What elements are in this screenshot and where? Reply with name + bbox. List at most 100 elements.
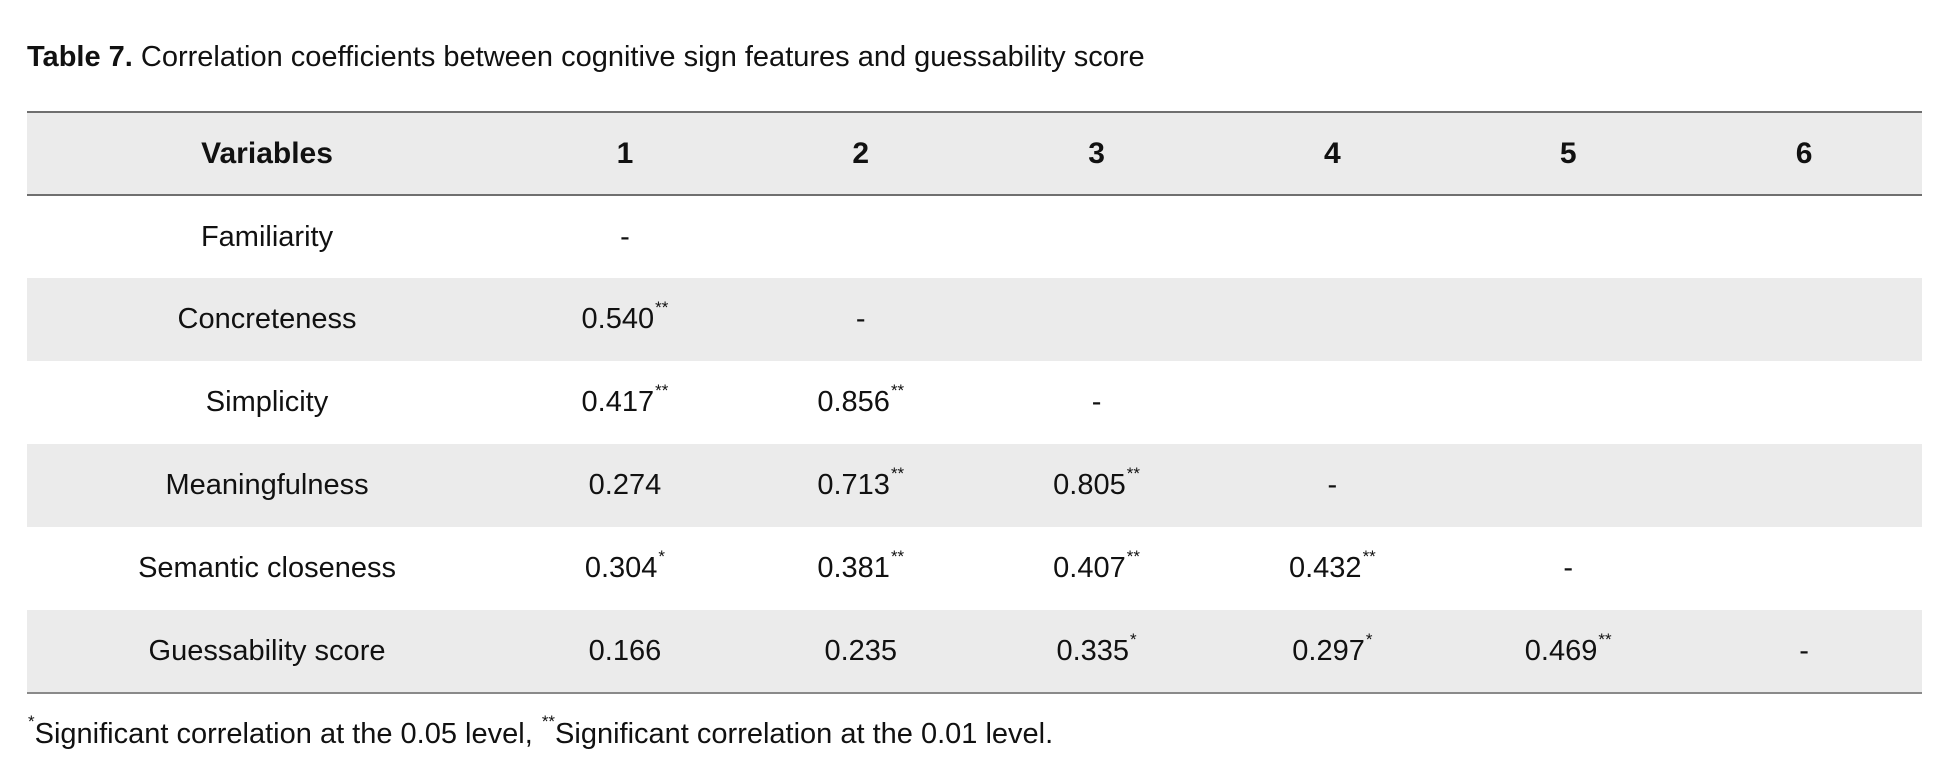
- table-caption: Table 7. Correlation coefficients betwee…: [27, 38, 1145, 76]
- correlation-cell: -: [1214, 444, 1450, 527]
- correlation-cell: 0.274: [507, 444, 743, 527]
- significance-mark: *: [1365, 629, 1373, 649]
- correlation-cell: [1686, 278, 1922, 361]
- row-variable-label: Meaningfulness: [165, 469, 369, 501]
- significance-mark: **: [1598, 629, 1612, 649]
- table-row: Simplicity 0.417** 0.856** -: [27, 361, 1922, 444]
- correlation-table-container: Variables 1 2 3 4 5 6 Familiarity - Concre…: [27, 111, 1922, 694]
- correlation-cell: [1450, 444, 1686, 527]
- correlation-cell: 0.235: [742, 610, 979, 694]
- significance-mark: **: [890, 464, 905, 483]
- correlation-cell: [1450, 278, 1686, 361]
- correlation-cell: 0.805**: [979, 444, 1215, 527]
- correlation-value: -: [1327, 469, 1338, 501]
- correlation-value: 0.432: [1288, 552, 1362, 584]
- table-body: Familiarity - Concreteness 0.540** - Simplici…: [27, 195, 1922, 694]
- correlation-value: -: [1799, 634, 1809, 667]
- correlation-value: 0.407: [1053, 552, 1126, 584]
- row-variable-label: Guessability score: [27, 610, 508, 694]
- table-footnote: *Significant correlation at the 0.05 lev…: [27, 712, 1054, 753]
- correlation-value: -: [620, 220, 630, 253]
- correlation-value: -: [855, 303, 866, 335]
- correlation-cell: -: [1686, 610, 1922, 694]
- significance-mark: **: [1126, 547, 1140, 566]
- column-header-2: 2: [742, 111, 979, 196]
- correlation-value: 0.335: [1056, 634, 1130, 667]
- significance-mark: **: [1126, 464, 1140, 483]
- correlation-cell: [1686, 361, 1922, 444]
- significance-mark: **: [890, 381, 905, 400]
- correlation-cell: -: [743, 278, 979, 361]
- correlation-cell: [1214, 361, 1450, 444]
- correlation-cell: 0.335*: [978, 610, 1215, 694]
- row-variable-label: Semantic closeness: [138, 552, 396, 584]
- row-variable-label: Simplicity: [205, 386, 329, 418]
- correlation-cell: [743, 195, 979, 278]
- correlation-value: 0.469: [1524, 634, 1598, 667]
- correlation-cell: 0.166: [507, 610, 743, 694]
- correlation-value: 0.417: [581, 386, 655, 418]
- column-header-4: 4: [1214, 111, 1451, 196]
- correlation-value: 0.274: [588, 469, 662, 501]
- correlation-cell: 0.469**: [1450, 610, 1687, 694]
- correlation-cell: 0.417**: [507, 361, 743, 444]
- significance-mark: *: [1130, 629, 1137, 649]
- correlation-value: -: [1091, 386, 1102, 418]
- correlation-cell: 0.297*: [1214, 610, 1451, 694]
- column-header-1: 1: [507, 111, 743, 196]
- significance-mark: **: [1362, 547, 1376, 566]
- correlation-cell: -: [1450, 527, 1686, 610]
- correlation-cell: [1686, 195, 1922, 278]
- significance-mark: **: [655, 298, 669, 317]
- footnote-mark-single: *: [28, 712, 35, 731]
- correlation-value: 0.805: [1053, 469, 1126, 501]
- footnote-text-005: Significant correlation at the 0.05 leve…: [34, 718, 541, 750]
- row-variable-label: Familiarity: [200, 220, 334, 253]
- footnote-text-001: Significant correlation at the 0.01 leve…: [555, 718, 1054, 750]
- column-header-variables: Variables: [27, 111, 508, 196]
- correlation-cell: 0.856**: [743, 361, 979, 444]
- significance-mark: *: [658, 547, 666, 566]
- correlation-cell: [1214, 195, 1450, 278]
- correlation-cell: [1686, 444, 1922, 527]
- correlation-cell: 0.304*: [507, 527, 743, 610]
- correlation-value: 0.856: [817, 386, 890, 418]
- significance-mark: **: [655, 381, 669, 400]
- correlation-cell: 0.713**: [743, 444, 979, 527]
- footnote-mark-double: **: [541, 712, 556, 731]
- table-row: Guessability score 0.166 0.235 0.335* 0.297*…: [27, 610, 1922, 694]
- correlation-cell: -: [979, 361, 1215, 444]
- table-number-label: Table 7.: [27, 41, 133, 73]
- table-row: Concreteness 0.540** -: [27, 278, 1922, 361]
- correlation-value: 0.304: [584, 552, 658, 584]
- table-caption-text: Correlation coefficients between cogniti…: [132, 41, 1145, 73]
- correlation-cell: 0.407**: [979, 527, 1215, 610]
- column-header-5: 5: [1450, 111, 1687, 196]
- correlation-cell: 0.381**: [743, 527, 979, 610]
- table-row: Semantic closeness 0.304* 0.381** 0.407** 0.…: [27, 527, 1922, 610]
- correlation-value: 0.381: [817, 552, 890, 584]
- significance-mark: **: [890, 547, 905, 566]
- correlation-cell: 0.540**: [507, 278, 743, 361]
- table-header-row: Variables 1 2 3 4 5 6: [27, 111, 1922, 196]
- column-header-3: 3: [978, 111, 1215, 196]
- correlation-cell: 0.432**: [1214, 527, 1450, 610]
- column-header-6: 6: [1686, 111, 1922, 196]
- table-row: Familiarity -: [27, 195, 1922, 278]
- correlation-cell: [979, 278, 1215, 361]
- correlation-value: 0.713: [817, 469, 890, 501]
- row-variable-label: Concreteness: [177, 303, 357, 335]
- correlation-cell: [1450, 361, 1686, 444]
- correlation-table: Variables 1 2 3 4 5 6 Familiarity - Concre…: [27, 111, 1922, 694]
- correlation-value: 0.166: [588, 634, 662, 667]
- correlation-value: 0.297: [1292, 634, 1365, 667]
- correlation-cell: [1450, 195, 1686, 278]
- correlation-cell: -: [507, 195, 743, 278]
- correlation-cell: [1214, 278, 1450, 361]
- table-row: Meaningfulness 0.274 0.713** 0.805** -: [27, 444, 1922, 527]
- correlation-value: 0.235: [824, 634, 898, 667]
- correlation-cell: [1686, 527, 1922, 610]
- correlation-cell: [979, 195, 1215, 278]
- correlation-value: 0.540: [581, 303, 655, 335]
- correlation-value: -: [1563, 552, 1574, 584]
